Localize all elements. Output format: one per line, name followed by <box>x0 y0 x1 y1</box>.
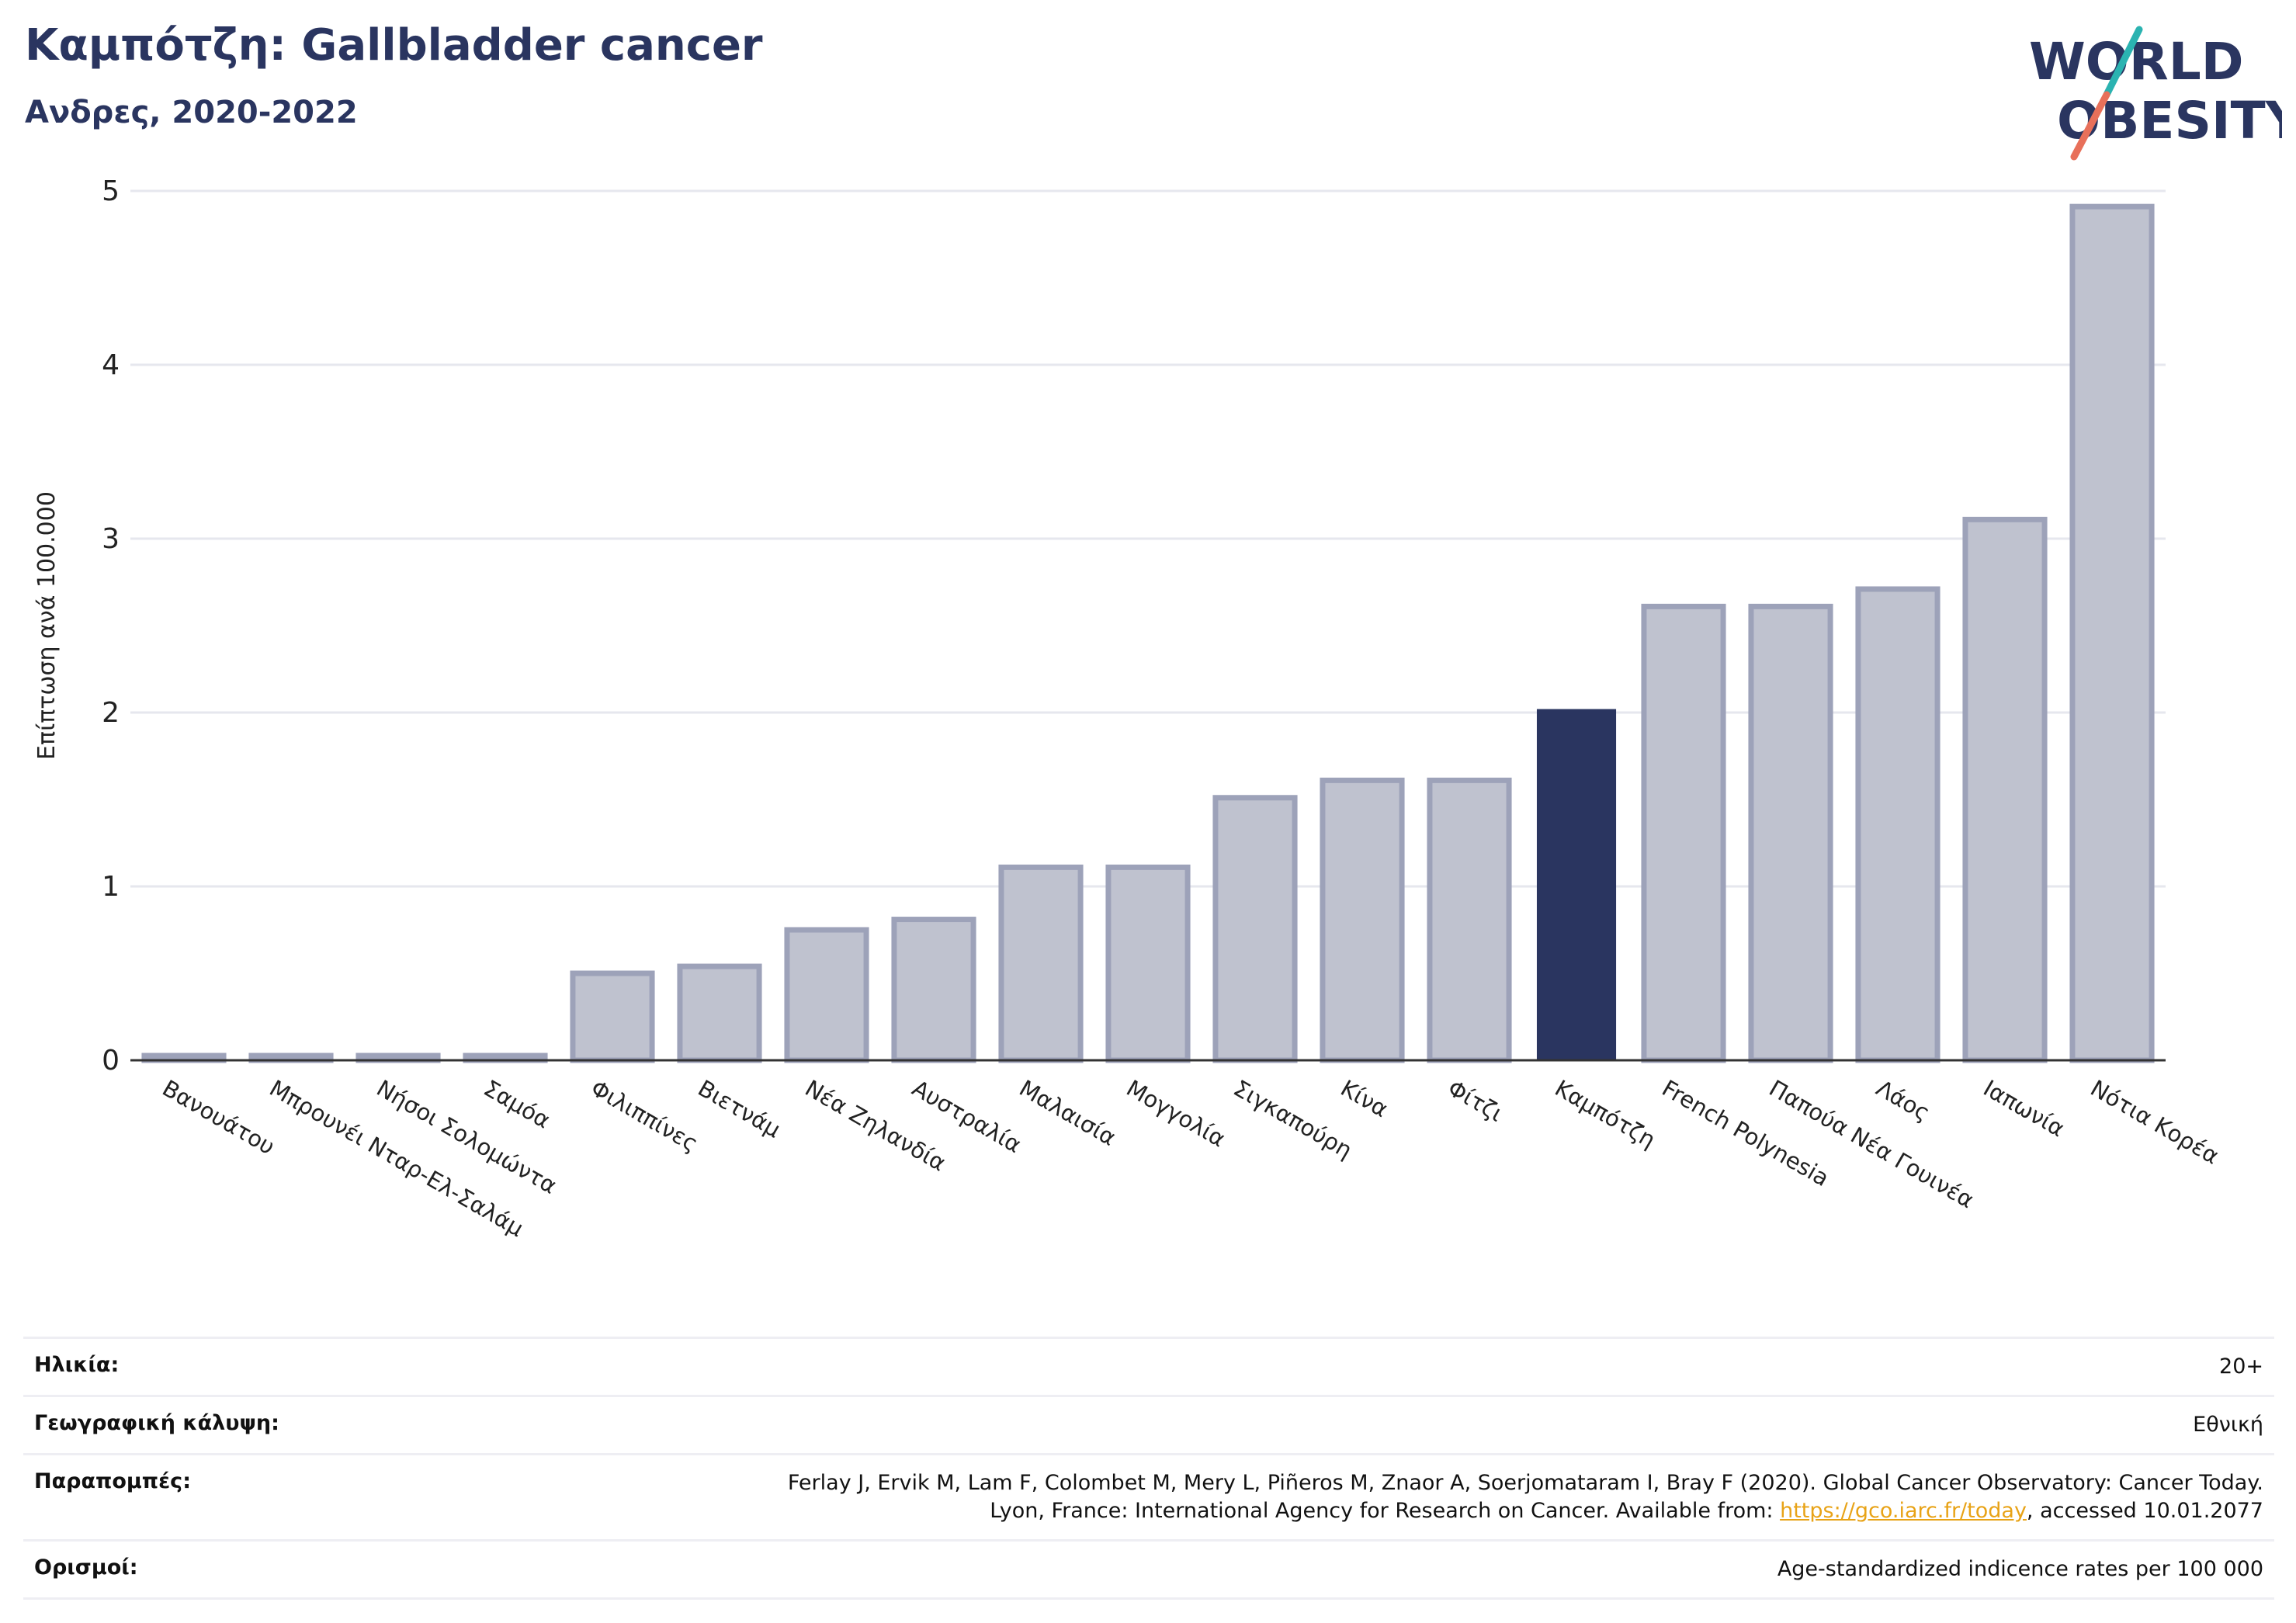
reference-line2-post: , accessed 10.01.2077 <box>2026 1499 2263 1523</box>
info-row-references: Παραπομπές: Ferlay J, Ervik M, Lam F, Co… <box>23 1453 2274 1539</box>
bar-7 <box>891 917 976 1063</box>
info-label-age: Ηλικία: <box>34 1353 120 1377</box>
page-subtitle: Ανδρες, 2020-2022 <box>25 95 358 130</box>
x-tick-label-11: Κίνα <box>1337 1075 1393 1123</box>
reference-line2-pre: Lyon, France: International Agency for R… <box>990 1499 1781 1523</box>
y-tick-label-2: 2 <box>102 697 120 729</box>
y-tick-label-4: 4 <box>102 349 120 381</box>
bar-16 <box>1855 586 1941 1063</box>
reference-line1: Ferlay J, Ervik M, Lam F, Colombet M, Me… <box>787 1471 2263 1495</box>
bar-8 <box>998 864 1084 1063</box>
x-tick-label-5: Βιετνάμ <box>694 1075 786 1143</box>
y-tick-label-5: 5 <box>102 175 120 207</box>
reference-link[interactable]: https://gco.iarc.fr/today <box>1780 1499 2027 1523</box>
bar-17 <box>1962 516 2048 1063</box>
x-tick-label-16: Λάος <box>1872 1075 1935 1126</box>
bar-6 <box>784 927 869 1063</box>
y-tick-label-3: 3 <box>102 523 120 555</box>
info-label-references: Παραπομπές: <box>34 1469 191 1493</box>
page-title: Καμπότζη: Gallbladder cancer <box>25 20 763 71</box>
x-tick-label-18: Νότια Κορέα <box>2086 1075 2224 1170</box>
info-value-definitions: Age-standardized indicence rates per 100… <box>1777 1557 2263 1581</box>
x-tick-label-17: Ιαπωνία <box>1979 1075 2069 1143</box>
bar-13 <box>1536 709 1617 1060</box>
logo-slash-teal <box>2103 26 2143 99</box>
info-value-coverage: Εθνική <box>2193 1413 2263 1437</box>
bar-4 <box>570 970 655 1063</box>
x-tick-label-13: Καμπότζη <box>1551 1075 1660 1153</box>
x-tick-label-15: Παπούα Νέα Γουινέα <box>1765 1075 1979 1214</box>
bar-12 <box>1427 777 1512 1063</box>
x-tick-label-12: Φίτζι <box>1444 1075 1508 1127</box>
bar-5 <box>677 963 762 1063</box>
y-axis-label: Επίπτωση ανά 100.000 <box>33 491 61 760</box>
x-tick-label-3: Σαμόα <box>480 1075 555 1134</box>
bar-9 <box>1105 864 1191 1063</box>
bar-10 <box>1212 795 1298 1063</box>
info-label-definitions: Ορισμοί: <box>34 1555 138 1580</box>
bar-14 <box>1641 603 1726 1063</box>
bar-11 <box>1320 777 1405 1063</box>
info-value-references: Ferlay J, Ervik M, Lam F, Colombet M, Me… <box>788 1469 2263 1525</box>
info-row-coverage: Γεωγραφική κάλυψη: Εθνική <box>23 1395 2274 1453</box>
x-tick-label-8: Μαλαισία <box>1015 1075 1121 1151</box>
x-tick-label-0: Βανουάτου <box>158 1075 279 1160</box>
x-tick-label-10: Σιγκαπούρη <box>1230 1075 1357 1164</box>
x-tick-label-9: Μογγολία <box>1122 1075 1230 1153</box>
bar-18 <box>2069 203 2155 1063</box>
x-tick-label-4: Φιλιππίνες <box>587 1075 703 1157</box>
info-table: Ηλικία: 20+ Γεωγραφική κάλυψη: Εθνική Πα… <box>23 1337 2274 1600</box>
info-row-definitions: Ορισμοί: Age-standardized indicence rate… <box>23 1539 2274 1600</box>
x-tick-label-2: Νήσοι Σολομώντα <box>373 1075 562 1199</box>
logo-slash-coral <box>2070 91 2110 161</box>
world-obesity-logo: WORLD OBESITY <box>2029 26 2282 161</box>
bar-15 <box>1748 603 1833 1063</box>
y-tick-label-0: 0 <box>102 1045 120 1077</box>
info-row-age: Ηλικία: 20+ <box>23 1337 2274 1395</box>
info-label-coverage: Γεωγραφική κάλυψη: <box>34 1411 279 1435</box>
y-tick-label-1: 1 <box>102 871 120 903</box>
info-value-age: 20+ <box>2219 1354 2263 1379</box>
